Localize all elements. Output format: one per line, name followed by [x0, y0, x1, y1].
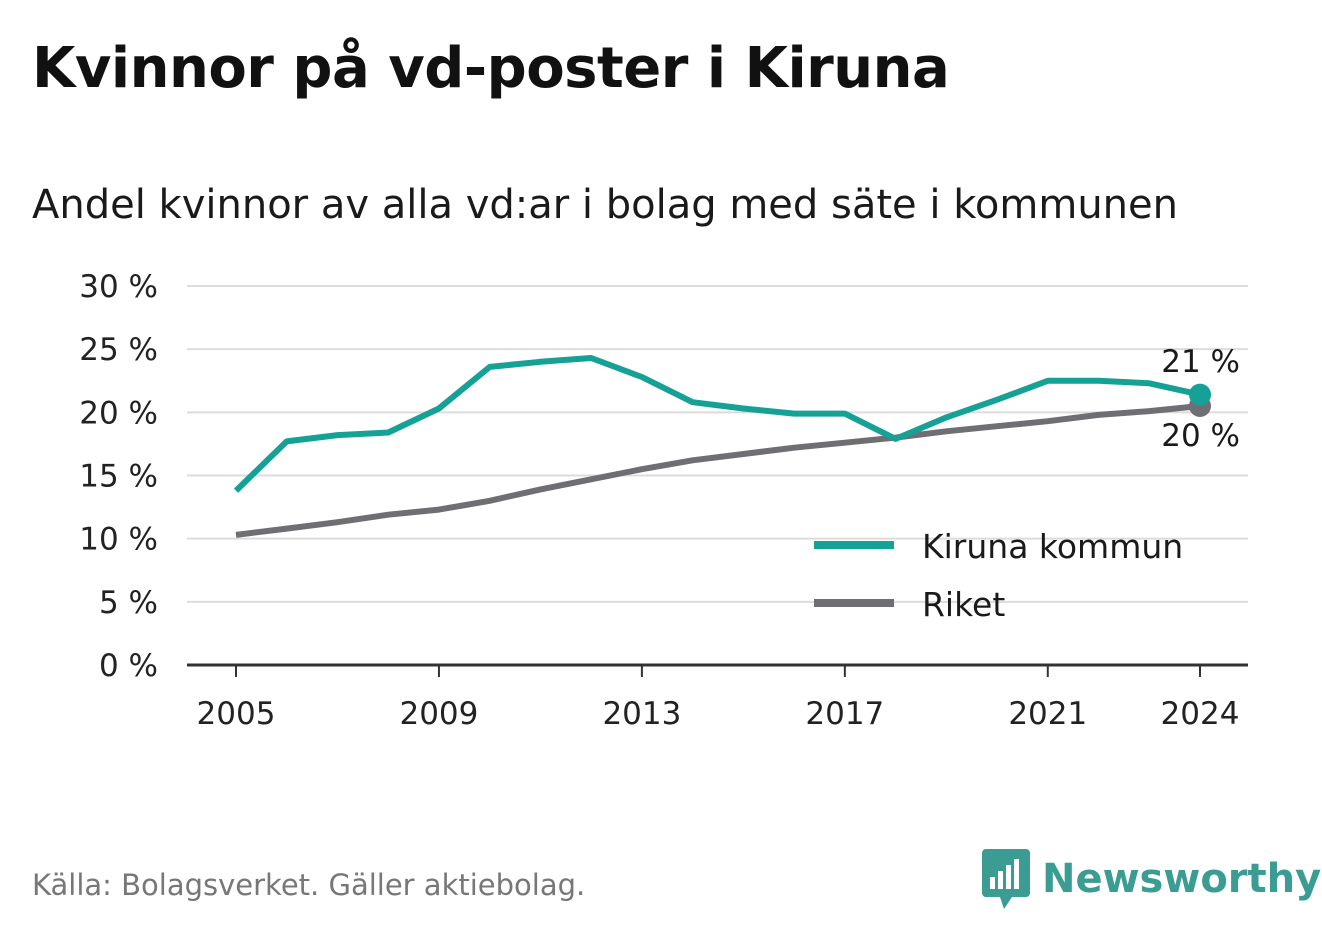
- series-line-kiruna: [233, 355, 1201, 493]
- end-label-riket: 20 %: [1161, 418, 1240, 454]
- legend-label-kiruna: Kiruna kommun: [922, 527, 1183, 566]
- x-axis-ticks: 2005 2009 2013 2017 2021 2024: [197, 665, 1240, 732]
- end-labels: 21 % 20 %: [1161, 344, 1240, 454]
- series-line-riket: [235, 403, 1201, 538]
- brand-name: Newsworthy: [1042, 856, 1322, 902]
- y-tick-label: 15 %: [79, 459, 158, 495]
- chart-title: Kvinnor på vd-poster i Kiruna: [32, 36, 950, 101]
- x-tick-label: 2024: [1161, 696, 1240, 732]
- y-tick-label: 25 %: [79, 332, 158, 368]
- y-tick-label: 20 %: [79, 395, 158, 431]
- newsworthy-logo: Newsworthy: [982, 848, 1321, 910]
- line-chart: 0 %5 %10 %15 %20 %25 %30 % 2005 2009 2013 2…: [79, 269, 1248, 732]
- x-tick-label: 2009: [399, 696, 478, 732]
- y-tick-label: 5 %: [99, 585, 158, 621]
- y-tick-label: 0 %: [99, 648, 158, 684]
- y-tick-label: 30 %: [79, 269, 158, 305]
- x-tick-label: 2021: [1008, 696, 1087, 732]
- end-label-kiruna: 21 %: [1161, 344, 1240, 380]
- x-tick-label: 2017: [805, 696, 884, 732]
- end-point-kiruna: [1189, 383, 1211, 406]
- x-tick-label: 2005: [197, 696, 276, 732]
- bar-chart-logo-icon: [982, 849, 1030, 909]
- y-tick-label: 10 %: [79, 522, 158, 558]
- y-axis-ticks: 0 % 5 % 10 % 15 % 20 % 25 % 30 %: [79, 269, 158, 684]
- legend-label-riket: Riket: [922, 585, 1005, 624]
- legend: Kiruna kommun Riket: [814, 527, 1183, 624]
- source-note: Källa: Bolagsverket. Gäller aktiebolag.: [32, 868, 586, 902]
- series-lines: [233, 355, 1211, 538]
- grid-lines: [187, 285, 1248, 667]
- chart-subtitle: Andel kvinnor av alla vd:ar i bolag med …: [32, 182, 1178, 228]
- x-tick-label: 2013: [602, 696, 681, 732]
